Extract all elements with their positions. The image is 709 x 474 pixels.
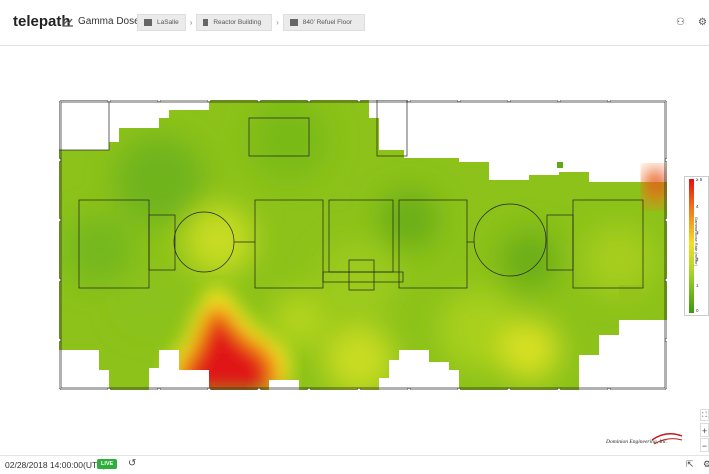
legend-gradient	[689, 179, 694, 313]
dose-heatmap[interactable]	[59, 100, 667, 390]
legend-tick: 2	[696, 257, 699, 262]
chart-icon	[62, 17, 73, 27]
breadcrumb-building[interactable]: Reactor Building	[196, 14, 273, 31]
live-badge[interactable]: LIVE	[97, 459, 118, 469]
company-logo: Dominion Engineering, Inc.	[605, 433, 683, 445]
legend-tick: 4	[696, 204, 699, 209]
breadcrumb-site[interactable]: LaSalle	[137, 14, 186, 31]
legend-tick: 1	[696, 283, 699, 288]
site-icon	[144, 19, 152, 26]
history-icon[interactable]: ↺	[128, 458, 137, 469]
user-icon[interactable]: ⚇	[676, 17, 685, 28]
legend-tick: ≥ 5	[696, 177, 703, 182]
chevron-right-icon: ›	[276, 18, 279, 27]
timestamp[interactable]: 02/28/2018 14:00:00(UTC)	[5, 460, 107, 470]
app-brand: telepath	[13, 13, 71, 30]
metric-label: Gamma Dose Rate	[78, 16, 164, 27]
share-icon[interactable]: ⇱	[686, 459, 694, 469]
top-bar: telepath Gamma Dose Rate LaSalle › React…	[0, 0, 709, 46]
legend-title: Gamma Dose Rate (mR/hr)	[694, 217, 699, 266]
settings-icon[interactable]: ⚙	[698, 17, 707, 28]
breadcrumb-floor[interactable]: 840’ Refuel Floor	[282, 14, 365, 31]
legend-tick: 3	[696, 230, 699, 235]
breadcrumb: LaSalle › Reactor Building › 840’ Refuel…	[137, 14, 365, 31]
breadcrumb-building-label: Reactor Building	[213, 19, 262, 26]
svg-text:Dominion Engineering, Inc.: Dominion Engineering, Inc.	[605, 439, 668, 445]
fit-view-button[interactable]: ⛶	[700, 409, 709, 421]
chevron-right-icon: ›	[189, 18, 193, 27]
zoom-out-button[interactable]: −	[700, 438, 709, 452]
breadcrumb-site-label: LaSalle	[157, 19, 179, 26]
zoom-in-button[interactable]: +	[700, 423, 709, 437]
map-icon	[289, 19, 298, 26]
footer-bar: 02/28/2018 14:00:00(UTC) LIVE ↺ ⇱ ⚙	[0, 455, 709, 474]
settings-icon[interactable]: ⚙	[703, 459, 709, 469]
legend-tick: 0	[696, 308, 699, 313]
color-legend: ≥ 5 4 3 2 1 0 Gamma Dose Rate (mR/hr)	[684, 176, 709, 316]
metric-selector[interactable]: Gamma Dose Rate	[62, 16, 164, 27]
building-icon	[203, 19, 209, 26]
breadcrumb-floor-label: 840’ Refuel Floor	[302, 19, 352, 26]
